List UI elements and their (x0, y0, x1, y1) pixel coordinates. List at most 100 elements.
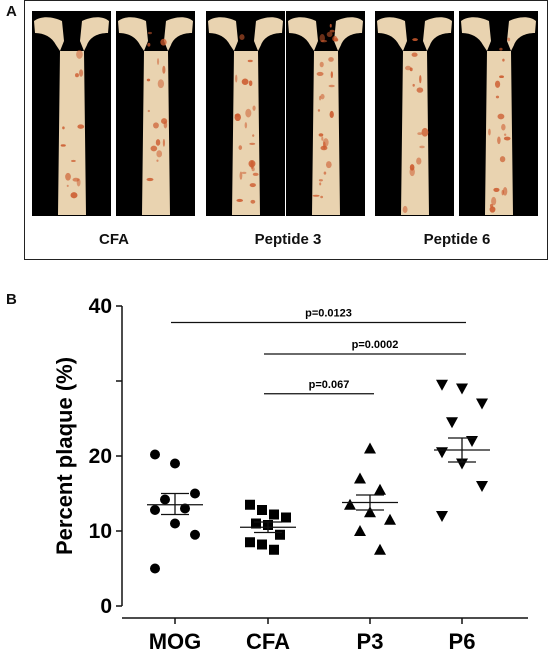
panel-a-letter: A (6, 3, 17, 20)
plaque-spot (147, 31, 153, 35)
plaque-spot (244, 122, 248, 129)
plaque-spot (330, 71, 333, 79)
plaque-spot (248, 80, 253, 87)
aorta-tissue (118, 17, 193, 215)
plaque-spot (409, 167, 415, 177)
plaque-spot (76, 49, 83, 59)
data-point (190, 529, 200, 540)
plaque-spot (326, 31, 333, 37)
plaque-spot (412, 38, 418, 42)
plaque-spot (252, 105, 256, 111)
plaque-scatter-chart: 0 10 20 40 Percent plaque (%) MOG CFA P3 P6 p=0… (52, 295, 528, 653)
plaque-spot (236, 198, 244, 202)
aorta-photo (459, 11, 538, 216)
plaque-spot (70, 192, 78, 199)
plaque-spot (502, 58, 505, 62)
plaque-spot (501, 123, 506, 131)
data-point (374, 483, 386, 495)
plaque-spot (156, 58, 160, 66)
data-point (150, 563, 160, 574)
plaque-spot (147, 42, 151, 47)
aorta-tissue (208, 17, 283, 215)
plaque-spot (234, 113, 240, 117)
photo-group-peptide-6 (375, 11, 539, 216)
y-axis-label: Percent plaque (%) (52, 357, 77, 555)
plaque-spot (66, 184, 69, 187)
plaque-spot (323, 171, 327, 175)
plaque-spot (162, 138, 165, 147)
plaque-spot (321, 136, 324, 141)
data-point (476, 481, 488, 492)
x-tick-label: MOG (149, 629, 202, 653)
data-point (476, 398, 488, 410)
panel-b-letter: B (6, 291, 17, 308)
plaque-spot (160, 38, 167, 46)
plaque-spot (493, 187, 500, 192)
x-axis: MOG CFA P3 P6 (122, 617, 528, 653)
plaque-spot (60, 144, 66, 147)
plaque-spot (319, 61, 324, 68)
plaque-spot (163, 121, 168, 129)
data-point (170, 458, 180, 469)
data-point (269, 509, 279, 520)
plaque-spot (62, 126, 65, 130)
plaque-spot (71, 159, 76, 163)
plaque-spot (65, 172, 71, 181)
plaque-spot (497, 136, 501, 145)
plaque-spot (318, 95, 322, 101)
plaque-spot (147, 109, 151, 113)
data-point (281, 512, 291, 523)
plaque-spot (239, 171, 243, 180)
data-point (257, 539, 267, 550)
plaque-spot (412, 83, 415, 87)
plaque-spot (239, 34, 245, 41)
plaque-spot (318, 133, 324, 137)
plaque-spot (501, 189, 504, 196)
plaque-spot (494, 80, 501, 88)
plaque-spot (319, 182, 322, 186)
plaque-spot (241, 78, 249, 85)
data-point (436, 511, 448, 522)
plaque-spot (402, 205, 408, 214)
plaque-spot (328, 57, 334, 62)
aorta-photo-panel: CFA Peptide 3 Peptide 6 (24, 0, 548, 260)
data-point (436, 447, 448, 459)
plaque-spot (319, 33, 325, 43)
plaque-spot (250, 160, 254, 170)
plaque-spot (79, 69, 84, 77)
plaque-spot (252, 172, 259, 176)
data-point (374, 543, 386, 555)
aorta-tissue (34, 17, 109, 215)
group-label-cfa: CFA (99, 231, 129, 248)
data-point (275, 529, 285, 540)
data-points (150, 379, 488, 574)
data-point (456, 383, 468, 395)
plaque-spot (146, 177, 154, 182)
plaque-spot (419, 145, 425, 149)
data-point (257, 505, 267, 515)
plaque-spot (417, 132, 423, 136)
photo-group-peptide-3 (206, 11, 370, 216)
plaque-spot (317, 109, 321, 112)
plaque-spot (404, 65, 412, 71)
data-point (364, 442, 376, 454)
plaque-spot (416, 157, 422, 165)
data-point (354, 472, 366, 484)
plaque-spot (316, 71, 324, 76)
plaque-spot (419, 75, 422, 84)
plaque-spot (153, 122, 159, 129)
aorta-photo (32, 11, 111, 216)
aorta-tissue (377, 17, 452, 215)
aorta-tissue (288, 17, 363, 215)
plaque-spot (77, 124, 85, 129)
plaque-spot (489, 206, 496, 213)
x-tick-label: P3 (357, 629, 384, 653)
significance-brackets: p=0.0123 p=0.0002 p=0.067 (171, 308, 466, 395)
data-point (190, 488, 200, 499)
data-point (150, 449, 160, 460)
p-value-label: p=0.067 (309, 379, 350, 391)
data-point (446, 417, 458, 429)
plaque-spot (249, 183, 256, 188)
plaque-spot (320, 93, 325, 100)
plaque-spot (312, 194, 320, 197)
